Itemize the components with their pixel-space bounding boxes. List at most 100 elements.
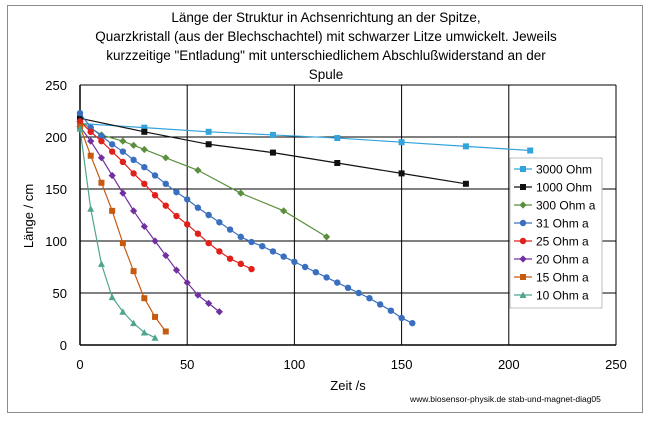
data-point: [184, 196, 191, 203]
data-point: [398, 170, 405, 177]
data-point: [162, 180, 169, 187]
data-point: [76, 109, 84, 117]
data-point: [119, 308, 127, 315]
x-tick-label: 150: [391, 357, 413, 372]
series-10-ohm-a: [76, 125, 159, 341]
x-tick-label: 100: [284, 357, 306, 372]
data-point: [130, 156, 137, 164]
data-point: [140, 145, 148, 154]
data-point: [237, 189, 245, 197]
data-point: [76, 125, 84, 132]
x-tick-label: 250: [605, 357, 627, 372]
legend-label: 300 Ohm a: [536, 199, 596, 213]
data-point: [398, 314, 405, 322]
data-point: [248, 238, 255, 246]
data-point: [205, 299, 213, 307]
data-point: [226, 255, 234, 262]
data-point: [140, 222, 148, 231]
data-point: [98, 132, 105, 140]
legend-label: 1000 Ohm: [536, 181, 592, 195]
legend-label: 3000 Ohm: [536, 163, 592, 177]
chart-title: Länge der Struktur in Achsenrichtung an …: [95, 10, 557, 82]
data-point: [184, 221, 191, 228]
legend-item: 1000 Ohm: [514, 181, 592, 195]
legend: 3000 Ohm 1000 Ohm 300 Ohm a 31 Ohm a 25 Ohm …: [509, 157, 603, 309]
data-point: [205, 128, 212, 135]
data-point: [162, 202, 169, 209]
data-point: [162, 154, 170, 162]
data-point: [141, 180, 148, 187]
data-point: [216, 248, 223, 255]
data-point: [173, 212, 180, 220]
footer-credit: www.biosensor-physik.de stab-und-magnet-…: [409, 394, 601, 404]
data-point: [462, 143, 469, 150]
data-point: [269, 248, 277, 255]
data-point: [140, 329, 148, 336]
legend-item: 31 Ohm a: [514, 217, 589, 231]
data-point: [291, 258, 298, 265]
data-point: [173, 188, 180, 196]
data-point: [141, 128, 148, 135]
series-line: [79, 126, 220, 313]
data-point: [387, 307, 395, 314]
legend-box: [509, 157, 603, 309]
data-point: [119, 240, 126, 247]
data-point: [322, 233, 331, 241]
data-point: [409, 319, 416, 327]
data-point: [237, 260, 244, 268]
legend-label: 31 Ohm a: [536, 217, 589, 231]
data-point: [130, 207, 138, 215]
data-point: [98, 137, 105, 145]
data-point: [97, 260, 105, 267]
data-point: [355, 289, 362, 297]
data-point: [398, 139, 405, 146]
series-layer: [76, 109, 534, 341]
data-point: [130, 170, 137, 177]
legend-label: 20 Ohm a: [536, 253, 589, 267]
y-tick-label: 100: [45, 234, 67, 249]
data-point: [344, 284, 352, 291]
series-line: [79, 122, 531, 152]
data-point: [215, 308, 223, 316]
legend-item: 3000 Ohm: [514, 163, 592, 177]
legend-marker: [519, 291, 527, 298]
data-point: [108, 148, 116, 155]
data-point: [87, 128, 94, 135]
legend-label: 15 Ohm a: [536, 271, 589, 285]
data-point: [323, 274, 330, 281]
legend-marker: [519, 219, 527, 227]
data-point: [269, 149, 276, 156]
data-point: [162, 328, 169, 335]
y-axis-label: Länge / cm: [21, 184, 36, 248]
legend-label: 10 Ohm a: [536, 289, 589, 303]
x-tick-label: 200: [498, 357, 520, 372]
data-point: [130, 268, 137, 275]
series-line: [79, 120, 327, 238]
legend-marker: [520, 274, 526, 280]
data-point: [119, 158, 127, 166]
data-point: [87, 137, 95, 145]
data-point: [109, 207, 116, 214]
data-point: [141, 163, 148, 171]
data-point: [269, 131, 276, 138]
data-point: [194, 291, 202, 299]
x-axis-label: Zeit /s: [330, 378, 366, 393]
data-point: [194, 166, 202, 174]
data-point: [151, 172, 159, 179]
y-tick-label: 50: [53, 286, 67, 301]
data-point: [366, 295, 373, 302]
data-point: [108, 141, 116, 148]
x-tick-label: 0: [76, 357, 83, 372]
chart-title-line-3: kurzzeitige "Entladung" mit unterschiedl…: [106, 48, 546, 63]
legend-marker: [519, 201, 527, 209]
x-tick-label: 50: [180, 357, 194, 372]
data-point: [141, 124, 148, 131]
data-point: [527, 147, 534, 154]
data-point: [141, 295, 148, 302]
chart-title-line-4: Spule: [309, 67, 344, 82]
data-point: [151, 192, 159, 199]
data-point: [97, 154, 106, 162]
data-point: [226, 226, 234, 233]
axes: 0 50 100 150 200 250 0 50 100 150 200 250: [45, 78, 627, 372]
